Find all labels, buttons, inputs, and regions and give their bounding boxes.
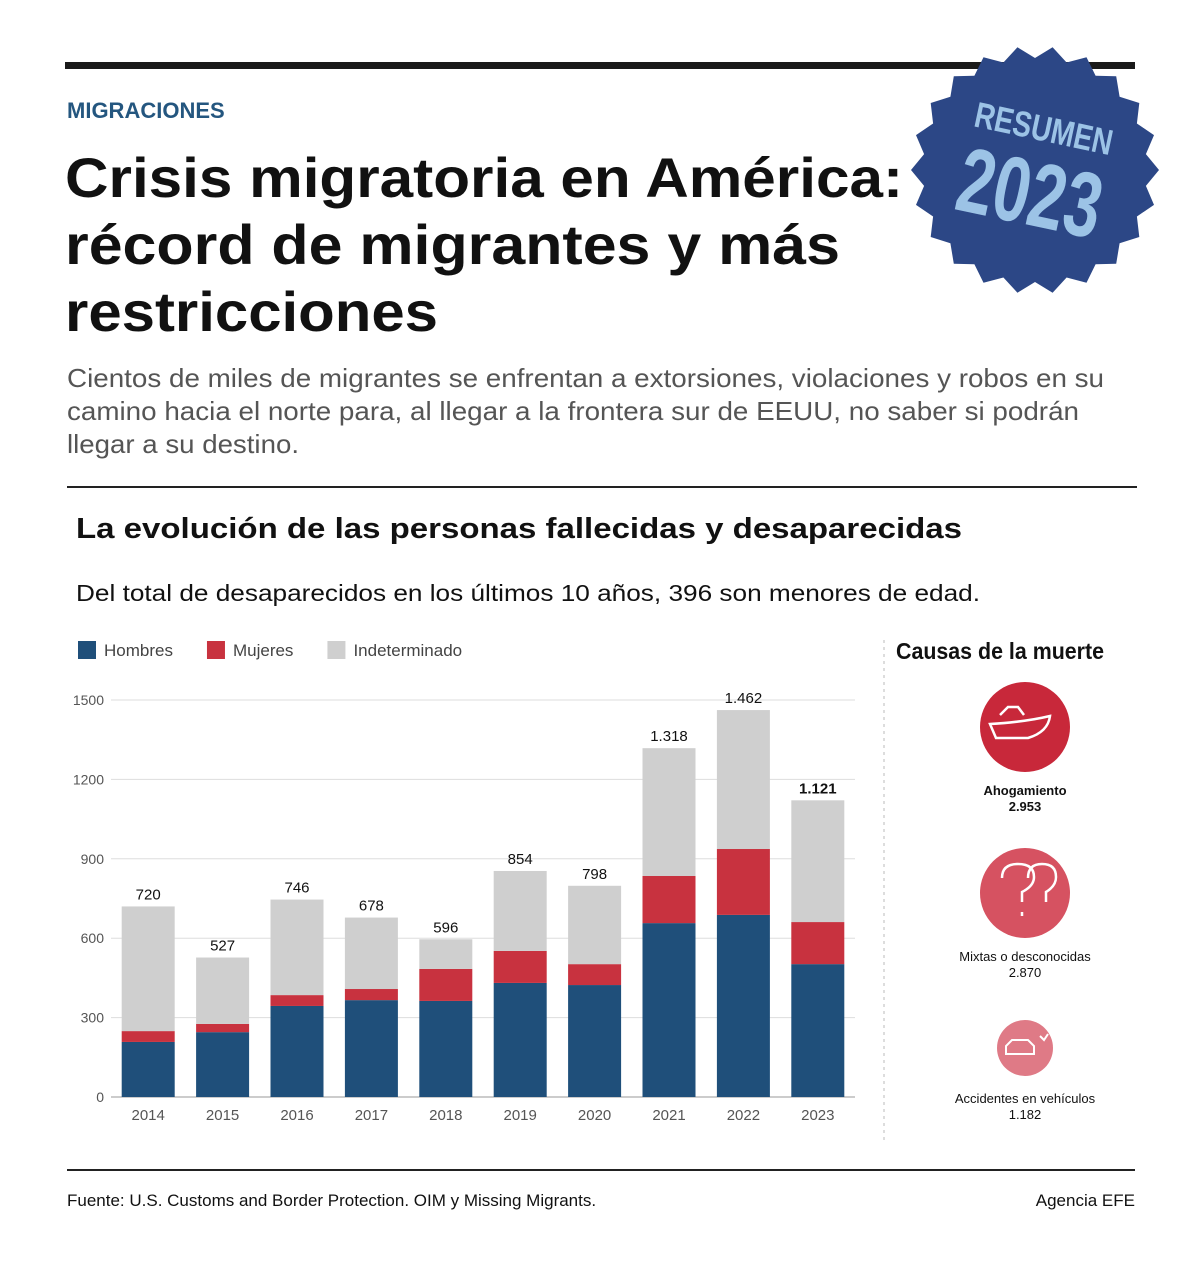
bar-segment xyxy=(642,748,696,877)
y-tick-label: 1200 xyxy=(73,771,104,787)
top-rule xyxy=(65,62,1135,69)
footer-rule xyxy=(67,1169,1135,1171)
y-tick-label: 600 xyxy=(81,930,105,946)
x-tick-label: 2022 xyxy=(727,1107,760,1124)
cause-value: 2.953 xyxy=(1009,799,1042,814)
y-tick-label: 1500 xyxy=(73,692,104,708)
bar-segment xyxy=(568,885,622,965)
subtitle-line: llegar a su destino. xyxy=(67,429,299,459)
question-icon xyxy=(1000,862,1058,916)
total-label: 1.121 xyxy=(799,780,837,797)
kicker: MIGRACIONES xyxy=(67,98,225,123)
bar-segment xyxy=(791,922,845,965)
total-label: 527 xyxy=(210,938,235,955)
bar-segment xyxy=(791,964,845,1097)
x-tick-label: 2019 xyxy=(504,1107,537,1124)
y-tick-label: 300 xyxy=(81,1010,105,1026)
total-label: 720 xyxy=(136,886,161,903)
bar-segment xyxy=(344,989,398,1001)
x-tick-label: 2016 xyxy=(280,1107,313,1124)
bar-segment xyxy=(493,870,547,951)
bar-segment xyxy=(196,957,250,1024)
total-label: 854 xyxy=(508,851,533,868)
bar-segment xyxy=(642,876,696,924)
x-tick-label: 2018 xyxy=(429,1107,462,1124)
causes-title: Causas de la muerte xyxy=(896,638,1104,664)
badge-seal xyxy=(911,47,1159,293)
cause-label: Mixtas o desconocidas xyxy=(959,949,1091,964)
bar-segment xyxy=(419,939,473,969)
total-label: 1.462 xyxy=(725,690,763,707)
source: Fuente: U.S. Customs and Border Protecti… xyxy=(67,1191,596,1210)
title-line: restricciones xyxy=(65,280,438,343)
bar-segment xyxy=(419,1000,473,1097)
bar-segment xyxy=(716,849,770,915)
cause-label: Ahogamiento xyxy=(983,783,1066,798)
legend-swatch xyxy=(78,641,96,659)
y-tick-label: 0 xyxy=(96,1089,104,1105)
legend-swatch xyxy=(206,641,225,659)
legend-label: Hombres xyxy=(104,641,173,660)
total-label: 596 xyxy=(433,919,458,936)
total-label: 1.318 xyxy=(650,728,688,745)
bar-segment xyxy=(419,968,473,1001)
total-label: 746 xyxy=(284,880,309,897)
bar-segment xyxy=(344,1000,398,1097)
chart-subtitle: Del total de desaparecidos en los último… xyxy=(76,580,980,606)
title-line: Crisis migratoria en América: xyxy=(65,146,903,209)
legend-swatch xyxy=(327,641,346,659)
x-tick-label: 2017 xyxy=(355,1107,388,1124)
x-tick-label: 2020 xyxy=(578,1107,611,1124)
badge: RESUMEN 2023 xyxy=(911,47,1159,293)
cause-icon xyxy=(980,682,1070,772)
bar-segment xyxy=(791,800,845,923)
bar-segment xyxy=(196,1023,250,1033)
x-tick-label: 2014 xyxy=(132,1107,165,1124)
subtitle-line: camino hacia el norte para, al llegar a … xyxy=(67,396,1079,426)
total-label: 798 xyxy=(582,866,607,883)
cause-label: Accidentes en vehículos xyxy=(955,1091,1096,1106)
bar-segment xyxy=(121,1031,175,1042)
boat-icon xyxy=(988,705,1052,740)
subtitle-line: Cientos de miles de migrantes se enfrent… xyxy=(67,363,1104,393)
cause-value: 1.182 xyxy=(1009,1107,1042,1122)
bar-segment xyxy=(568,964,622,986)
x-tick-label: 2021 xyxy=(652,1107,685,1124)
legend-label: Mujeres xyxy=(233,641,293,660)
legend-label: Indeterminado xyxy=(353,641,462,660)
bar-segment xyxy=(196,1032,250,1097)
bar-segment xyxy=(493,950,547,983)
bar-segment xyxy=(121,1041,175,1097)
bar-segment xyxy=(716,914,770,1097)
x-tick-label: 2023 xyxy=(801,1107,834,1124)
cause-icon xyxy=(980,848,1070,938)
x-tick-label: 2015 xyxy=(206,1107,239,1124)
bar-segment xyxy=(121,906,175,1032)
bar-segment xyxy=(716,710,770,850)
bar-segment xyxy=(493,982,547,1097)
car-icon xyxy=(1005,1033,1049,1055)
bar-segment xyxy=(568,985,622,1097)
section-rule xyxy=(67,486,1137,488)
cause-value: 2.870 xyxy=(1009,965,1042,980)
chart-title: La evolución de las personas fallecidas … xyxy=(76,513,962,545)
bar-segment xyxy=(270,995,324,1006)
cause-icon xyxy=(997,1020,1053,1076)
bar-segment xyxy=(642,923,696,1097)
total-label: 678 xyxy=(359,898,384,915)
title-line: récord de migrantes y más xyxy=(65,213,840,276)
bar-segment xyxy=(270,1005,324,1097)
bar-segment xyxy=(344,917,398,990)
credit: Agencia EFE xyxy=(1036,1191,1135,1210)
y-tick-label: 900 xyxy=(81,851,105,867)
bar-segment xyxy=(270,899,324,996)
